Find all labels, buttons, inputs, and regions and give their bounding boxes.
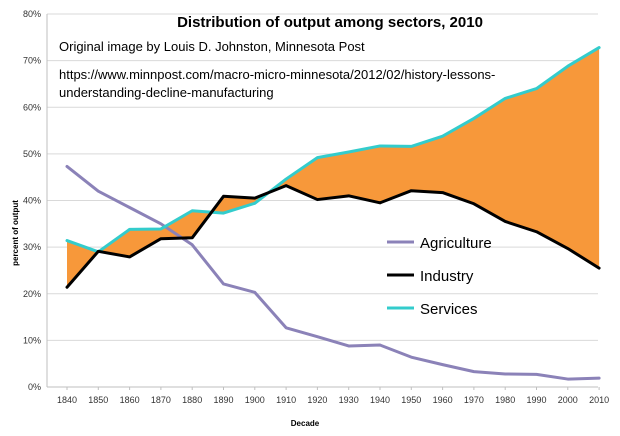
x-tick-label: 1940 xyxy=(370,395,390,405)
x-tick-label: 1870 xyxy=(151,395,171,405)
fill-area-services-industry xyxy=(67,47,600,288)
x-tick-label: 1850 xyxy=(88,395,108,405)
x-axis-title: Decade xyxy=(291,419,320,428)
legend: Agriculture Industry Services xyxy=(387,235,492,318)
source-url-line-1: https://www.minnpost.com/macro-micro-min… xyxy=(59,67,495,82)
x-tick-label: 1930 xyxy=(339,395,359,405)
legend-label-agriculture: Agriculture xyxy=(420,235,492,252)
x-tick-label: 1960 xyxy=(433,395,453,405)
series-line-agriculture xyxy=(65,164,601,381)
chart-title: Distribution of output among sectors, 20… xyxy=(177,14,483,31)
series-line-industry xyxy=(65,184,601,289)
x-tick-label: 1890 xyxy=(213,395,233,405)
x-tick-label: 1970 xyxy=(464,395,484,405)
x-tick-label: 1880 xyxy=(182,395,202,405)
y-tick-label: 80% xyxy=(23,9,41,19)
y-tick-labels: 0% 10% 20% 30% 40% 50% 60% 70% 80% xyxy=(23,9,41,392)
legend-label-industry: Industry xyxy=(420,268,474,285)
axes xyxy=(46,14,600,390)
x-tick-label: 1990 xyxy=(526,395,546,405)
x-tick-label: 2000 xyxy=(558,395,578,405)
x-tick-label: 1920 xyxy=(307,395,327,405)
x-tick-label: 1980 xyxy=(495,395,515,405)
y-tick-label: 30% xyxy=(23,242,41,252)
services-industry-fill xyxy=(67,47,600,288)
y-tick-label: 40% xyxy=(23,196,41,206)
y-tick-label: 50% xyxy=(23,149,41,159)
y-tick-label: 70% xyxy=(23,56,41,66)
y-tick-label: 20% xyxy=(23,289,41,299)
source-url-line-2: understanding-decline-manufacturing xyxy=(59,85,274,100)
x-tick-label: 1910 xyxy=(276,395,296,405)
y-axis-title: percent of output xyxy=(11,200,20,266)
y-tick-label: 10% xyxy=(23,335,41,345)
x-tick-labels: 1840 1850 1860 1870 1880 1890 1900 1910 1920 1930… xyxy=(57,395,609,405)
x-tick-label: 1840 xyxy=(57,395,77,405)
series-line-services xyxy=(65,46,601,254)
series-lines xyxy=(65,46,601,381)
x-tick-label: 2010 xyxy=(589,395,609,405)
y-tick-label: 60% xyxy=(23,102,41,112)
y-tick-label: 0% xyxy=(28,382,41,392)
x-tick-label: 1900 xyxy=(245,395,265,405)
x-tick-label: 1860 xyxy=(120,395,140,405)
legend-label-services: Services xyxy=(420,301,478,318)
x-tick-label: 1950 xyxy=(401,395,421,405)
source-credit: Original image by Louis D. Johnston, Min… xyxy=(59,39,365,54)
